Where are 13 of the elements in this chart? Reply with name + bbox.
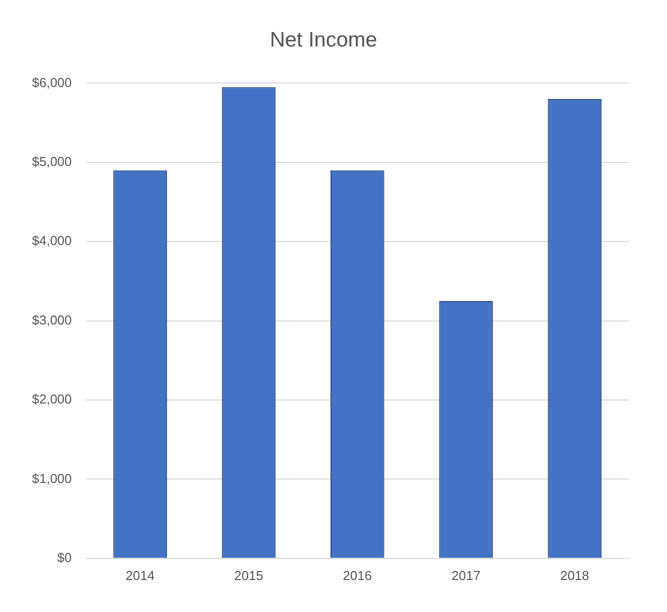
- chart-title: Net Income: [270, 28, 378, 52]
- x-tick-label: 2017: [452, 568, 480, 583]
- y-tick-label: $6,000: [32, 74, 72, 90]
- y-tick-label: $0: [57, 550, 72, 565]
- y-tick-label: $2,000: [32, 392, 72, 407]
- x-tick-label: 2014: [126, 568, 155, 583]
- y-tick-label: $5,000: [32, 154, 72, 169]
- x-tick-label: 2016: [342, 568, 372, 583]
- y-tick-label: $4,000: [32, 233, 72, 248]
- x-tick-label: 2015: [234, 568, 264, 583]
- y-tick-label: $1,000: [32, 470, 72, 486]
- y-tick-label: $3,000: [32, 312, 72, 328]
- x-tick-label: 2018: [560, 568, 590, 583]
